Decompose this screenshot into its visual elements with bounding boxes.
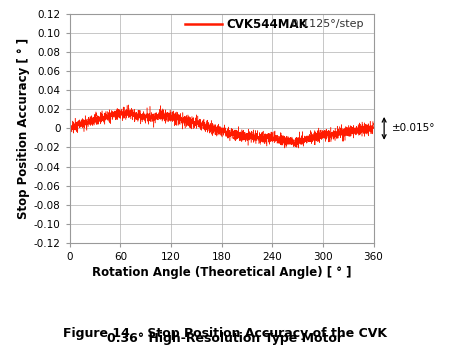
Text: 0.36° High-Resolution Type Motor: 0.36° High-Resolution Type Motor (107, 332, 343, 345)
Text: 0.1125°/step: 0.1125°/step (288, 19, 364, 29)
Text: Figure 14    Stop Position Accuracy of the CVK: Figure 14 Stop Position Accuracy of the … (63, 327, 387, 340)
Text: CVK544MAK: CVK544MAK (226, 18, 308, 31)
X-axis label: Rotation Angle (Theoretical Angle) [ ° ]: Rotation Angle (Theoretical Angle) [ ° ] (92, 266, 351, 279)
Text: ±0.015°: ±0.015° (392, 124, 435, 133)
Y-axis label: Stop Position Accuracy [ ° ]: Stop Position Accuracy [ ° ] (17, 38, 30, 219)
